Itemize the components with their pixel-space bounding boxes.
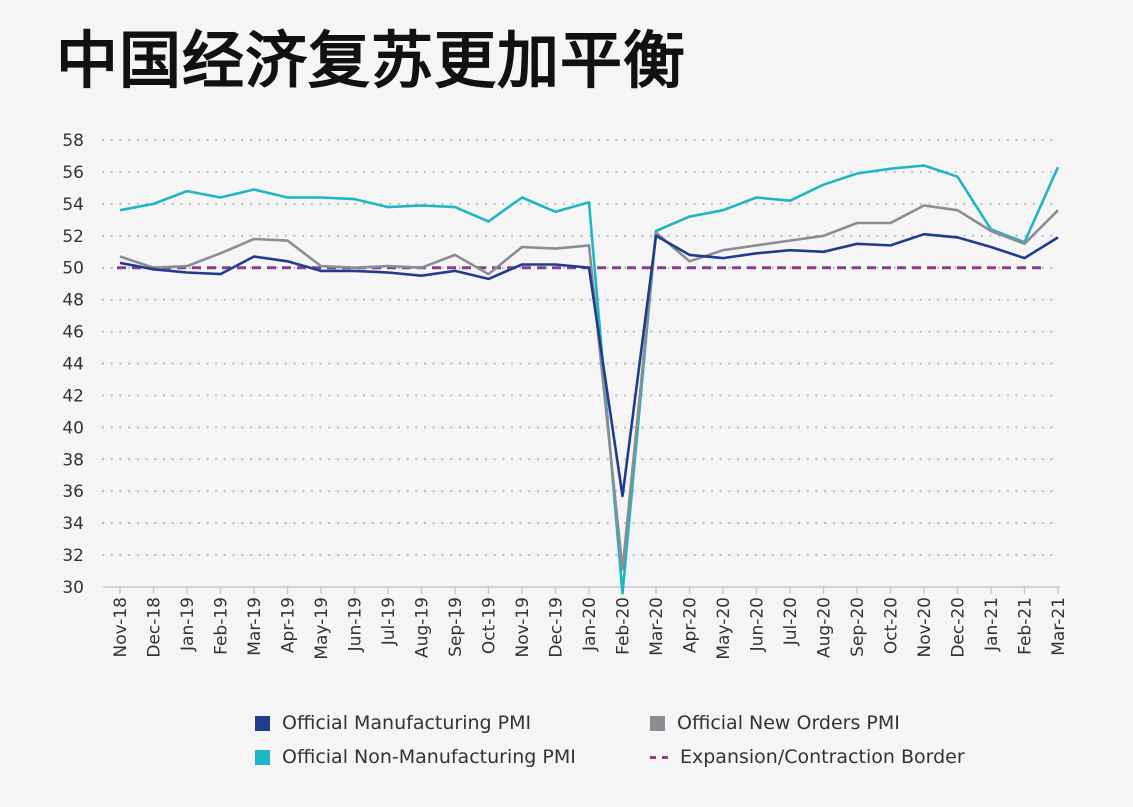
x-tick-label: Jul-19 (379, 597, 399, 646)
y-tick-label: 30 (62, 578, 84, 598)
grid-lines (101, 138, 1062, 557)
y-axis-ticks: 30 32 34 36 38 40 42 44 46 48 50 52 54 56 58 (62, 131, 84, 598)
x-tick-label: Jun-19 (346, 597, 366, 652)
x-tick-label: May-20 (714, 597, 734, 660)
legend: Official Manufacturing PMI Official New … (255, 712, 1055, 768)
legend-label: Official Non-Manufacturing PMI (282, 746, 576, 768)
x-tick-label: Jan-21 (982, 597, 1002, 652)
y-tick-label: 34 (62, 514, 84, 534)
x-tick-label: Jan-19 (178, 597, 198, 652)
legend-item-border: Expansion/Contraction Border (650, 746, 1050, 768)
legend-item-new-orders: Official New Orders PMI (650, 712, 1050, 734)
legend-label: Expansion/Contraction Border (680, 746, 965, 768)
y-tick-label: 58 (62, 131, 84, 151)
x-tick-label: Dec-20 (949, 597, 969, 658)
legend-swatch (255, 749, 270, 765)
x-tick-label: Mar-21 (1049, 597, 1069, 656)
x-tick-label: Nov-20 (915, 597, 935, 658)
legend-swatch (650, 715, 665, 731)
x-tick-label: Jul-20 (781, 597, 801, 646)
y-tick-label: 32 (62, 546, 84, 566)
y-tick-label: 40 (62, 418, 84, 438)
x-tick-label: Nov-18 (111, 597, 131, 658)
y-tick-label: 46 (62, 323, 84, 343)
x-axis-ticks: Nov-18 Dec-18 Jan-19 Feb-19 Mar-19 Apr-19 May-… (111, 587, 1069, 660)
y-tick-label: 54 (62, 195, 84, 215)
legend-dash (650, 755, 668, 759)
y-tick-label: 36 (62, 482, 84, 502)
y-tick-label: 44 (62, 355, 84, 375)
series-line-official-non-manufacturing-pmi (119, 164, 1060, 595)
legend-item-non-manufacturing: Official Non-Manufacturing PMI (255, 746, 650, 768)
x-tick-label: Feb-19 (212, 597, 232, 655)
series-line-official-new-orders-pmi (119, 204, 1059, 571)
x-tick-label: Feb-21 (1016, 597, 1036, 655)
x-tick-label: Apr-20 (681, 597, 701, 653)
x-tick-label: Aug-19 (413, 597, 433, 658)
y-tick-label: 42 (62, 386, 84, 406)
x-tick-label: Oct-20 (882, 597, 902, 654)
x-tick-label: May-19 (312, 597, 332, 660)
y-tick-label: 56 (62, 163, 84, 183)
x-tick-label: Sep-20 (848, 597, 868, 657)
legend-label: Official New Orders PMI (677, 712, 900, 734)
x-tick-label: Nov-19 (513, 597, 533, 658)
y-tick-label: 38 (62, 450, 84, 470)
legend-item-manufacturing: Official Manufacturing PMI (255, 712, 650, 734)
series-lines (117, 164, 1060, 595)
chart-title: 中国经济复苏更加平衡 (56, 24, 687, 97)
x-tick-label: Dec-19 (547, 597, 567, 658)
x-tick-label: Feb-20 (614, 597, 634, 655)
x-tick-label: Mar-20 (647, 597, 667, 656)
x-tick-label: Sep-19 (446, 597, 466, 657)
x-tick-label: Apr-19 (279, 597, 299, 653)
y-tick-label: 52 (62, 227, 84, 247)
legend-label: Official Manufacturing PMI (282, 712, 532, 734)
series-line-official-manufacturing-pmi (119, 232, 1059, 498)
x-tick-label: Mar-19 (245, 597, 265, 656)
x-tick-label: Oct-19 (480, 597, 500, 654)
x-tick-label: Dec-18 (145, 597, 165, 658)
x-tick-label: Aug-20 (815, 597, 835, 658)
x-tick-label: Jan-20 (580, 597, 600, 652)
y-tick-label: 50 (62, 259, 84, 279)
x-tick-label: Jun-20 (748, 597, 768, 652)
y-tick-label: 48 (62, 291, 84, 311)
legend-swatch (255, 715, 270, 731)
